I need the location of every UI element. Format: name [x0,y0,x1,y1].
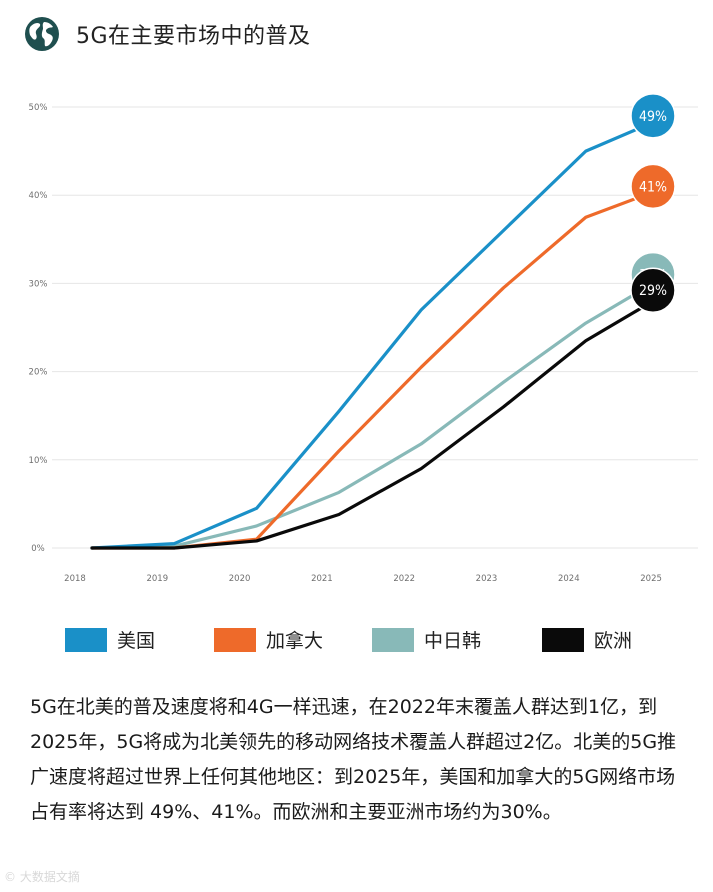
legend-item-cjk: 中日韩 [372,626,481,653]
chart-header: 5G在主要市场中的普及 [24,14,311,54]
end-badge-0 [630,93,676,139]
legend-label-canada: 加拿大 [266,630,324,652]
description-text: 5G在北美的普及速度将和4G一样迅速，在2022年末覆盖人群达到1亿，到2025… [30,696,677,823]
legend-label-us: 美国 [117,630,156,652]
legend-swatch-cjk [372,627,414,652]
y-tick-label-0: 0% [31,544,45,554]
series-line-3 [90,290,670,550]
legend-swatch-us [65,627,107,652]
line-chart: 0% 10% 20% 30% 40% 50% 2018 2019 2020 2021 2022 202… [29,93,698,584]
chart-legend: 美国 加拿大 中日韩 欧洲 [0,620,713,660]
x-tick-label-2019: 2019 [146,574,168,584]
legend-label-europe: 欧洲 [594,630,633,652]
x-tick-label-2025: 2025 [640,574,662,584]
series-line-0 [90,114,670,550]
y-tick-label-40: 40% [29,191,48,201]
globe-icon [25,17,59,51]
end-label-3: 29% [639,283,667,299]
y-tick-label-50: 50% [29,103,48,113]
x-tick-label-2021: 2021 [311,574,333,584]
y-tick-label-30: 30% [29,279,48,289]
series-line-2 [90,272,670,550]
end-label-1: 41% [639,179,667,195]
watermark: © 大数据文摘 [4,870,80,884]
y-tick-label-10: 10% [29,456,48,466]
legend-swatch-canada [214,627,256,652]
legend-swatch-europe [542,627,584,652]
x-tick-label-2022: 2022 [393,574,415,584]
x-tick-label-2024: 2024 [558,574,580,584]
page-title: 5G在主要市场中的普及 [76,24,311,49]
x-tick-label-2023: 2023 [476,574,498,584]
legend-item-us: 美国 [65,626,155,653]
end-badge-3 [630,267,676,313]
series-line-1 [90,184,670,550]
legend-item-europe: 欧洲 [542,626,632,653]
legend-label-cjk: 中日韩 [424,630,482,652]
legend-item-canada: 加拿大 [214,626,323,653]
x-tick-label-2018: 2018 [64,574,86,584]
end-label-0: 49% [639,109,667,125]
end-badge-1 [630,163,676,210]
y-tick-label-20: 20% [29,368,48,378]
x-tick-label-2020: 2020 [229,574,251,584]
